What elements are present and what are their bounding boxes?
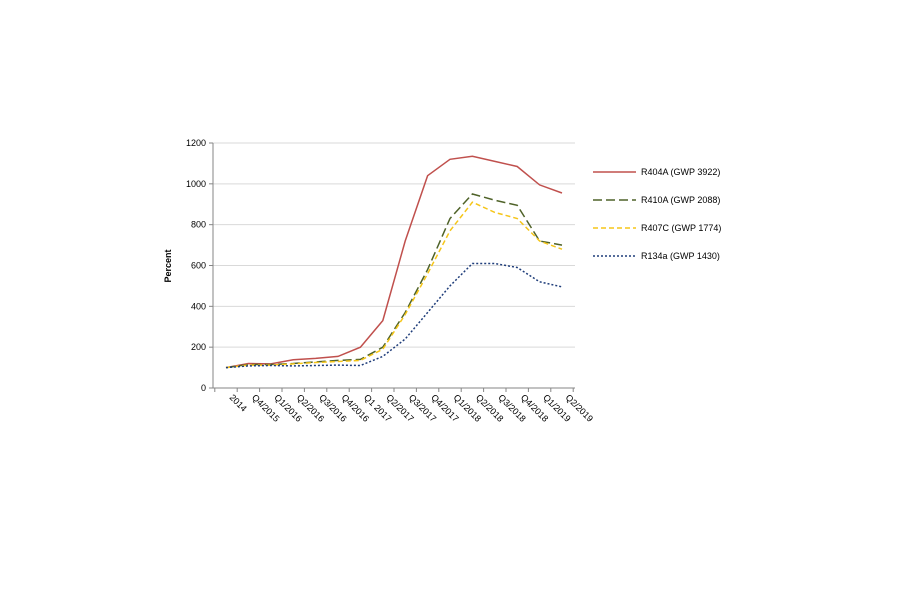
legend-label: R134a (GWP 1430) xyxy=(641,251,720,261)
y-axis-title: Percent xyxy=(163,249,173,282)
y-tick-label: 600 xyxy=(191,261,206,271)
legend-label: R407C (GWP 1774) xyxy=(641,223,721,233)
series-lines xyxy=(225,155,563,369)
gridlines xyxy=(213,142,575,348)
legend: R404A (GWP 3922) R410A (GWP 2088) R407C (G… xyxy=(593,167,721,261)
series-line-4 xyxy=(225,262,563,369)
series-line-3 xyxy=(225,201,563,369)
series-line-1 xyxy=(225,155,563,369)
y-tick-label: 0 xyxy=(201,383,206,393)
y-tick-label: 1000 xyxy=(186,179,206,189)
x-axis: 2014 Q4/2015Q1/2016Q2/2016Q3/2016Q4/2016Q… xyxy=(214,388,595,424)
legend-label: R410A (GWP 2088) xyxy=(641,195,720,205)
y-tick-label: 800 xyxy=(191,220,206,230)
x-tick-label: 2014 xyxy=(228,392,249,413)
y-tick-label: 400 xyxy=(191,301,206,311)
legend-label: R404A (GWP 3922) xyxy=(641,167,720,177)
y-tick-label: 1200 xyxy=(186,138,206,148)
y-axis: 0 200 400 600 800 1000 1200 xyxy=(186,138,213,393)
y-tick-label: 200 xyxy=(191,342,206,352)
